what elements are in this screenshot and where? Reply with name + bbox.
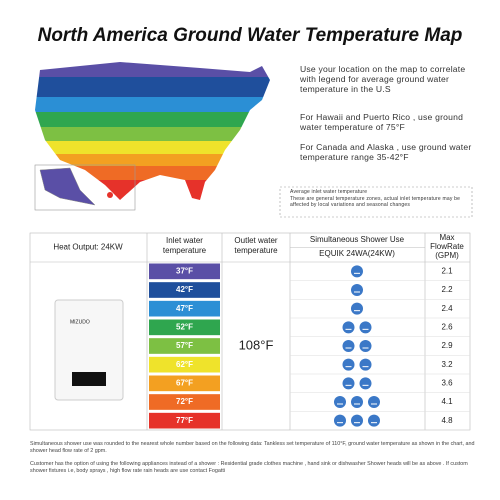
inlet: 57°F (176, 341, 193, 350)
shower-icon (342, 358, 355, 371)
footer-note: Customer has the option of using the fol… (30, 461, 468, 474)
shower-icon (351, 414, 363, 427)
inlet-cell (149, 394, 220, 410)
title: North America Ground Water Temperature M… (38, 25, 463, 46)
shower-icon (351, 396, 363, 408)
shower-icons (334, 396, 380, 408)
flow-rate: 2.9 (441, 341, 453, 350)
shower-icons (342, 358, 372, 371)
shower-icons (351, 284, 363, 296)
flow-rate: 3.6 (441, 378, 453, 387)
shower-icon (359, 377, 372, 390)
hawaii (107, 192, 113, 198)
note: For Canada and Alaska , use ground water… (300, 142, 472, 162)
header-line: FlowRate (430, 242, 464, 251)
shower-icon (342, 377, 355, 390)
inlet-cell (149, 375, 220, 392)
header-line: temperature (234, 246, 278, 255)
note: For Hawaii and Puerto Rico , use ground … (300, 112, 464, 132)
header-line: (GPM) (435, 251, 459, 260)
subheader: EQUIK 24WA(24KW) (319, 249, 395, 258)
header-line: Max (439, 233, 454, 242)
inset (34, 164, 136, 211)
shower-icon (351, 302, 363, 315)
shower-icons (342, 321, 372, 334)
inlet-cell (149, 282, 220, 298)
shower-icons (342, 377, 372, 390)
shower-icon (342, 340, 355, 352)
heater-display (72, 372, 106, 386)
inlet-cell (149, 263, 220, 280)
inlet-cell (149, 300, 220, 317)
inlet: 67°F (176, 378, 193, 387)
inlet: 77°F (176, 416, 193, 425)
flow-rate: 2.4 (441, 304, 453, 313)
shower-icons (351, 302, 363, 315)
brand: MIZUDO (70, 319, 90, 325)
flow-rate: 2.6 (441, 322, 453, 331)
inlet-cell (149, 319, 220, 336)
shower-icons (334, 414, 380, 427)
flow-rate: 2.1 (441, 266, 453, 275)
shower-icon (334, 396, 346, 408)
outlet: 108°F (239, 337, 274, 352)
inlet-cell (149, 356, 220, 373)
shower-icon (334, 414, 346, 427)
note: Use your location on the map to correlat… (300, 64, 466, 94)
flow-rate: 4.8 (441, 416, 453, 425)
inlet: 42°F (176, 285, 193, 294)
header-line: Inlet water (166, 236, 203, 245)
header: Simultaneous Shower Use (310, 235, 405, 244)
header: Max FlowRate (GPM) (430, 233, 464, 260)
footer-note: Simultaneous shower use was rounded to t… (30, 441, 475, 454)
header-line: Outlet water (234, 236, 277, 245)
legend-text: These are general temperature zones, act… (290, 196, 461, 208)
inlet: 72°F (176, 397, 193, 406)
header: Inlet water temperature (163, 236, 207, 255)
inlet: 47°F (176, 304, 193, 313)
shower-icon (368, 396, 380, 408)
header: Heat Output: 24KW (53, 243, 123, 252)
alaska (39, 167, 96, 206)
shower-icons (342, 340, 372, 352)
flow-rate: 4.1 (441, 397, 453, 406)
header: Outlet water temperature (234, 236, 278, 255)
inlet-cell (149, 338, 220, 354)
shower-icon (351, 265, 363, 278)
shower-icon (359, 358, 372, 371)
inlet: 62°F (176, 360, 193, 369)
shower-icons (351, 265, 363, 278)
shower-icon (351, 284, 363, 296)
flow-rate: 3.2 (441, 360, 453, 369)
flow-rate: 2.2 (441, 285, 453, 294)
legend-box (279, 186, 473, 218)
inlet: 52°F (176, 322, 193, 331)
inlet-cell (149, 412, 220, 429)
shower-icon (368, 414, 380, 427)
legend-title: Average inlet water temperature (290, 189, 368, 195)
shower-icon (342, 321, 355, 334)
inlet: 37°F (176, 266, 193, 275)
shower-icon (359, 321, 372, 334)
shower-icon (359, 340, 372, 352)
header-line: temperature (163, 246, 207, 255)
table-border (29, 232, 471, 431)
